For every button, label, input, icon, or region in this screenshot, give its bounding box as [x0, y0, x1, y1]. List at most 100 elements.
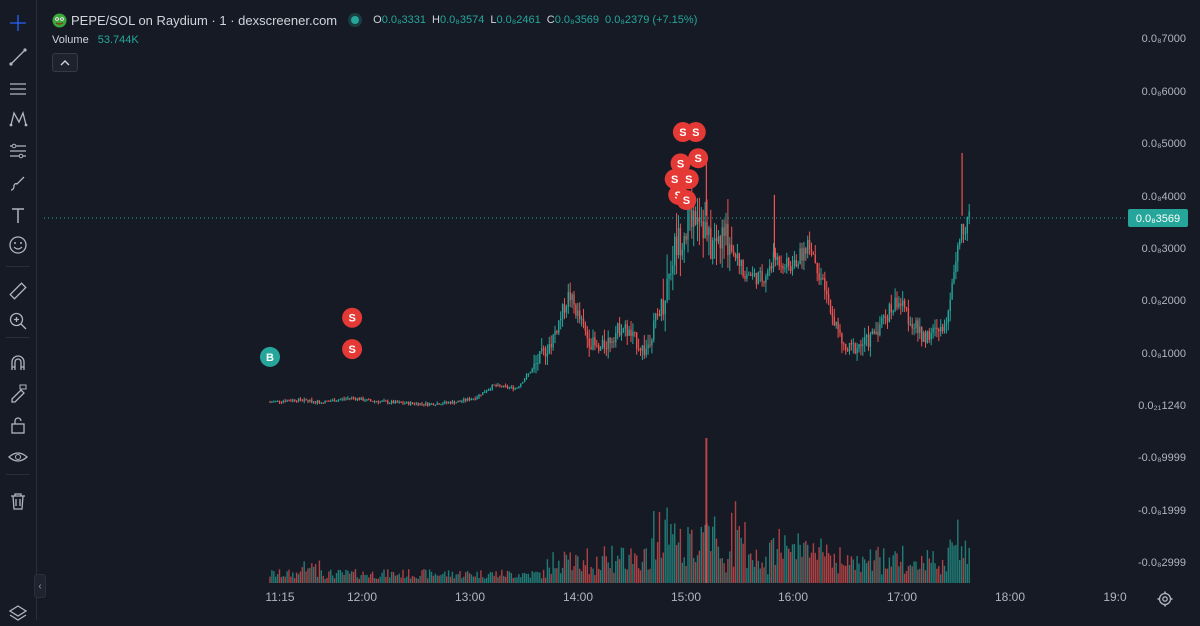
- candle-body: [656, 313, 659, 315]
- candle-body: [385, 400, 387, 402]
- volume-bar: [888, 557, 891, 583]
- volume-bar: [845, 565, 847, 583]
- candle-body: [784, 267, 786, 269]
- volume-bar: [928, 558, 930, 583]
- candle-body: [337, 399, 340, 401]
- candle-body: [919, 326, 921, 333]
- volume-bar: [856, 555, 858, 583]
- volume-bar: [653, 511, 655, 583]
- candle-body: [402, 402, 404, 404]
- crosshair-tool[interactable]: [4, 10, 32, 36]
- magnet-icon: [11, 355, 25, 370]
- volume-bar: [297, 574, 300, 583]
- candle-body: [664, 300, 666, 315]
- volume-bar: [814, 552, 816, 583]
- brush-icon: [10, 176, 25, 191]
- volume-bar: [898, 566, 900, 583]
- magnet-tool[interactable]: [4, 350, 32, 376]
- candle-body: [428, 403, 431, 406]
- volume-bar: [430, 571, 433, 583]
- volume-bar: [535, 571, 537, 583]
- volume-bar: [753, 566, 756, 583]
- text-tool[interactable]: [4, 202, 32, 228]
- candle-body: [791, 265, 794, 271]
- volume-bar: [404, 578, 406, 583]
- candle-body: [575, 304, 577, 316]
- ruler-tool[interactable]: [4, 278, 32, 304]
- candle-body: [829, 299, 832, 313]
- measure-lines-tool[interactable]: [4, 138, 32, 164]
- candle-body: [670, 273, 672, 275]
- collapse-toolbar-button[interactable]: ‹: [34, 574, 46, 598]
- zoom-in-tool[interactable]: [4, 308, 32, 334]
- volume-bar: [349, 573, 351, 583]
- volume-bar: [314, 564, 317, 583]
- volume-bar: [417, 578, 419, 583]
- volume-bar: [877, 546, 879, 583]
- pattern-tool[interactable]: [4, 106, 32, 132]
- volume-bar: [472, 576, 474, 583]
- volume-bar: [299, 571, 302, 583]
- candle-body: [582, 318, 585, 324]
- candle-body: [736, 253, 739, 259]
- volume-bar: [273, 571, 275, 583]
- volume-bar: [598, 568, 600, 583]
- emoji-icon: [9, 236, 27, 254]
- candle-body: [328, 400, 330, 402]
- volume-bar: [949, 539, 951, 583]
- volume-bar: [725, 572, 727, 583]
- candle-body: [523, 379, 526, 383]
- volume-bar: [666, 507, 668, 583]
- volume-bar: [894, 551, 896, 583]
- eye-tool[interactable]: [4, 444, 32, 470]
- volume-bar: [940, 574, 942, 583]
- volume-bar: [770, 539, 773, 583]
- volume-bar: [782, 558, 784, 583]
- candle-body: [546, 353, 549, 357]
- candle-body: [400, 401, 402, 403]
- measure-lines-icon: [10, 143, 26, 159]
- volume-bar: [932, 551, 934, 583]
- volume-bar: [905, 571, 908, 583]
- horizontal-lines-tool[interactable]: [4, 76, 32, 102]
- volume-bar: [292, 572, 294, 583]
- candle-body: [803, 248, 805, 261]
- trash-tool[interactable]: [4, 488, 32, 514]
- trend-line-tool[interactable]: [4, 44, 32, 70]
- volume-bar: [679, 528, 682, 583]
- candle-body: [865, 335, 868, 338]
- volume-legend: Volume 53.744K: [52, 34, 139, 46]
- candle-body: [630, 329, 632, 337]
- volume-bar: [681, 562, 683, 583]
- brush-tool[interactable]: [4, 170, 32, 196]
- candle-body: [928, 331, 930, 340]
- volume-bar: [643, 549, 645, 583]
- volume-bar: [755, 549, 758, 583]
- lock-tool[interactable]: [4, 412, 32, 438]
- emoji-tool[interactable]: [4, 232, 32, 258]
- volume-bar: [696, 555, 699, 583]
- lock-drawing-tool[interactable]: [4, 380, 32, 406]
- volume-bar: [322, 576, 324, 583]
- candle-body: [542, 348, 545, 350]
- candle-body: [639, 349, 642, 351]
- candle-body: [309, 399, 311, 402]
- candle-body: [922, 332, 925, 342]
- candle-body: [938, 329, 940, 332]
- candle-body: [884, 316, 887, 318]
- volume-bar: [465, 572, 467, 583]
- candle-body: [685, 236, 687, 240]
- candle-body: [396, 401, 398, 403]
- volume-bar: [385, 576, 387, 583]
- sell-marker-circle: [676, 190, 697, 211]
- volume-bar: [820, 538, 822, 583]
- volume-bar: [903, 573, 906, 583]
- chart-settings-button[interactable]: [1156, 590, 1174, 608]
- volume-bar: [474, 576, 476, 583]
- collapse-legend-button[interactable]: [52, 53, 78, 72]
- volume-bar: [368, 577, 370, 583]
- volume-bar: [729, 551, 731, 583]
- volume-bar: [275, 576, 277, 583]
- candle-body: [560, 318, 562, 321]
- candle-body: [303, 399, 305, 402]
